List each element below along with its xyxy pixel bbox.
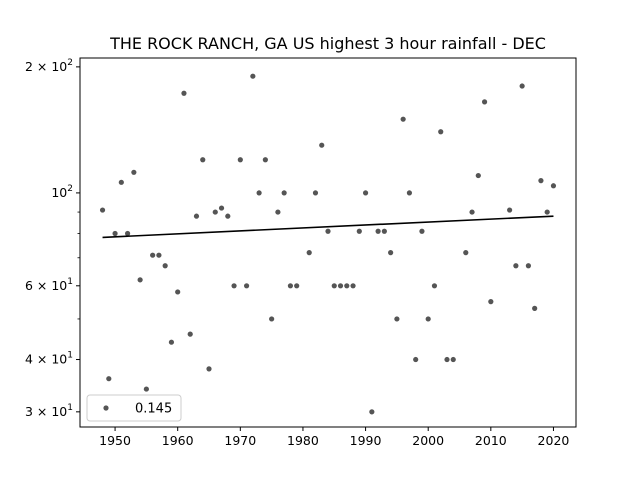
trend-line: [102, 215, 554, 239]
data-point: [463, 250, 469, 256]
data-point: [325, 228, 331, 234]
data-point: [362, 190, 369, 196]
data-point: [544, 209, 550, 215]
data-point: [118, 179, 124, 185]
data-point: [532, 305, 538, 311]
data-point: [444, 356, 450, 363]
data-point: [106, 376, 112, 382]
data-point: [193, 213, 200, 219]
data-point: [331, 283, 337, 289]
legend-label: 0.145: [135, 402, 172, 417]
data-point: [375, 228, 381, 234]
data-point: [256, 190, 262, 196]
data-point: [381, 228, 387, 234]
x-tick-label: 1960: [162, 433, 194, 448]
data-point: [206, 366, 212, 372]
x-tick-label: 1970: [224, 433, 256, 448]
x-tick-label: 1980: [287, 433, 319, 448]
data-point: [162, 263, 168, 269]
data-point: [438, 129, 444, 135]
x-tick-label: 1990: [350, 433, 382, 448]
data-point: [475, 172, 481, 179]
data-point: [400, 116, 406, 122]
data-point: [112, 230, 118, 237]
axes-frame: [79, 57, 577, 428]
x-tick-label: 1950: [99, 433, 131, 448]
data-point: [131, 169, 137, 175]
data-point: [250, 73, 256, 79]
data-point: [137, 277, 143, 283]
legend-box: [86, 394, 182, 422]
data-point: [394, 316, 400, 322]
data-point: [294, 283, 300, 289]
data-point: [413, 356, 419, 363]
data-point: [481, 99, 488, 105]
y-tick-label: 4 × 101: [25, 351, 73, 367]
data-point: [419, 228, 425, 234]
y-tick-label: 3 × 101: [25, 403, 73, 419]
y-tick-label: 2 × 102: [25, 58, 73, 74]
data-point: [150, 252, 156, 258]
data-point: [225, 213, 231, 219]
data-point: [538, 178, 544, 184]
data-point: [337, 283, 344, 289]
data-point: [200, 157, 206, 163]
x-tick-label: 2020: [538, 433, 570, 448]
data-point: [237, 157, 243, 163]
x-tick-label: 2000: [412, 433, 444, 448]
data-point: [306, 250, 312, 256]
data-point: [488, 299, 494, 305]
data-point: [168, 339, 175, 345]
data-point: [143, 386, 149, 392]
data-point: [281, 190, 287, 196]
data-point: [450, 356, 456, 363]
data-point: [406, 190, 413, 196]
data-point: [319, 142, 325, 148]
data-point: [350, 283, 356, 289]
legend-marker: [103, 405, 109, 411]
plot-area: 1950 1960 1970 1980 1990 2000 2010 2020 3 × 101 4…: [25, 57, 577, 448]
data-point: [99, 207, 106, 213]
data-point: [507, 207, 513, 213]
data-point: [231, 283, 237, 289]
data-point: [156, 252, 162, 258]
data-point: [287, 283, 294, 289]
data-point: [275, 209, 281, 215]
data-point: [175, 289, 181, 295]
data-point: [550, 183, 557, 189]
data-point: [525, 263, 532, 269]
data-point: [212, 209, 218, 215]
data-point: [369, 409, 375, 415]
data-point: [187, 331, 193, 337]
data-point: [218, 205, 225, 211]
data-point: [425, 316, 431, 322]
data-point: [312, 190, 319, 196]
data-point: [513, 263, 519, 269]
data-point: [262, 157, 268, 163]
data-point: [356, 228, 362, 234]
data-point: [344, 283, 350, 289]
y-tick-label: 6 × 101: [25, 277, 73, 293]
data-point: [519, 83, 525, 89]
y-tick-label: 102: [51, 184, 73, 200]
data-point: [243, 283, 250, 289]
data-point: [431, 283, 438, 289]
chart-title: THE ROCK RANCH, GA US highest 3 hour rai…: [109, 34, 546, 53]
data-point: [125, 230, 131, 237]
data-point: [469, 209, 475, 215]
data-point: [388, 250, 394, 256]
x-tick-label: 2010: [475, 433, 507, 448]
data-point: [181, 90, 187, 96]
legend: 0.145: [86, 394, 182, 422]
data-point: [269, 316, 275, 322]
